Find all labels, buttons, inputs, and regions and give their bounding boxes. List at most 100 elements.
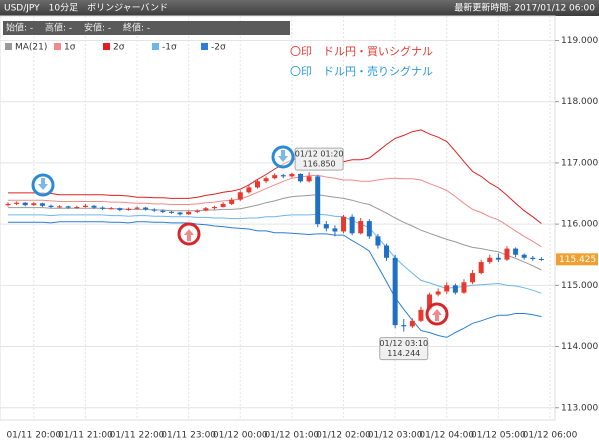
annotation-time: 01/12 03:10 <box>379 339 428 348</box>
candle-body <box>513 248 519 255</box>
candle-body <box>143 207 149 210</box>
legend-label: -2σ <box>211 43 226 53</box>
candle-body <box>392 257 398 326</box>
x-tick-label: 01/12 01:00 <box>265 431 320 441</box>
legend: MA(21) 1σ 2σ -1σ -2σ <box>5 43 226 53</box>
candle-body <box>48 205 54 207</box>
candle-body <box>332 228 338 232</box>
legend-swatch <box>54 43 61 50</box>
x-tick-label: 01/12 05:00 <box>471 431 526 441</box>
candle-body <box>487 257 493 263</box>
legend-label: MA(21) <box>15 43 47 53</box>
up-arrow <box>184 229 194 241</box>
candle-body <box>211 206 217 209</box>
candle-body <box>280 175 286 177</box>
candle-body <box>323 224 329 229</box>
legend-swatch <box>5 43 12 50</box>
candle-body <box>57 206 63 208</box>
annotation-box <box>379 337 429 361</box>
candle-body <box>478 262 484 274</box>
candle-body <box>14 202 20 204</box>
y-tick-label: 116.000 <box>561 220 598 230</box>
candle-body <box>168 211 174 213</box>
candle-body <box>160 210 166 212</box>
candle-body <box>435 291 441 295</box>
band-line <box>8 174 542 248</box>
legend-label: 1σ <box>64 43 76 53</box>
x-tick-label: 01/12 04:00 <box>419 431 474 441</box>
x-tick-label: 01/12 03:00 <box>368 431 423 441</box>
candle-body <box>254 181 260 188</box>
signal-markers <box>31 145 449 326</box>
candle-body <box>246 187 252 193</box>
candle-body <box>452 285 458 293</box>
candle-body <box>495 257 501 260</box>
candle-body <box>82 205 88 207</box>
candle-body <box>521 254 527 258</box>
y-tick-label: 117.000 <box>561 158 598 168</box>
candle-body <box>315 176 321 225</box>
candle-body <box>151 209 157 211</box>
candle-body <box>401 325 407 327</box>
annotation-value: 116.850 <box>303 160 336 169</box>
candle-body <box>263 178 269 182</box>
candle-body <box>5 203 11 206</box>
candle-body <box>530 257 536 260</box>
candle-body <box>186 211 192 215</box>
info-low: 安値: - <box>84 22 111 34</box>
candle-body <box>358 221 364 234</box>
legend-label: 2σ <box>113 43 125 53</box>
annotation-value: 114.244 <box>387 349 420 358</box>
y-tick-label: 119.000 <box>561 36 598 46</box>
candle-body <box>100 207 106 209</box>
candle-body <box>538 259 544 261</box>
candle-body <box>427 294 433 310</box>
last-price-tag <box>556 253 598 266</box>
info-open: 始値: - <box>6 22 33 34</box>
info-box <box>3 21 290 35</box>
legend-swatch <box>152 43 159 50</box>
candle-body <box>74 206 80 208</box>
candle-body <box>220 203 226 207</box>
x-tick-label: 01/12 00:00 <box>213 431 268 441</box>
x-tick-label: 01/11 21:00 <box>58 431 113 441</box>
buy-signal-note: 〇印 ドル円・買いシグナル <box>290 44 433 58</box>
candle-body <box>134 207 140 209</box>
annotation-box <box>294 147 344 171</box>
candle-body <box>39 203 45 206</box>
candle-body <box>203 208 209 211</box>
info-close: 終値: - <box>123 22 150 34</box>
candle-body <box>306 176 312 182</box>
candle-body <box>375 236 381 246</box>
candle-body <box>409 320 415 327</box>
down-arrow <box>38 178 48 190</box>
header-updated: 最新更新時間: 2017/01/12 06:00 <box>454 2 595 14</box>
candle-body <box>91 205 97 208</box>
candle-body <box>384 245 390 258</box>
x-tick-label: 01/11 20:00 <box>6 431 61 441</box>
x-tick-label: 01/12 02:00 <box>316 431 371 441</box>
candle-body <box>341 216 347 232</box>
candle-body <box>366 221 372 237</box>
sell-signal-note: 〇印 ドル円・売りシグナル <box>290 64 433 78</box>
candle-body <box>272 175 278 179</box>
candle-body <box>65 206 71 208</box>
candle-body <box>504 248 510 260</box>
legend-label: -1σ <box>162 43 177 53</box>
candle-body <box>177 212 183 215</box>
band-line <box>8 194 542 271</box>
annotation-time: 01/12 01:20 <box>295 150 344 159</box>
candle-body <box>298 173 304 182</box>
last-price-label: 115.425 <box>559 255 596 265</box>
up-arrow <box>432 309 442 321</box>
candle-body <box>349 216 355 234</box>
candle-body <box>108 208 114 210</box>
down-arrow <box>278 150 288 162</box>
plot-area <box>0 15 556 421</box>
y-tick-label: 115.000 <box>561 281 598 291</box>
candle-body <box>117 208 123 211</box>
candle-body <box>22 202 28 206</box>
header-bar <box>0 0 599 16</box>
band-line <box>8 221 542 338</box>
